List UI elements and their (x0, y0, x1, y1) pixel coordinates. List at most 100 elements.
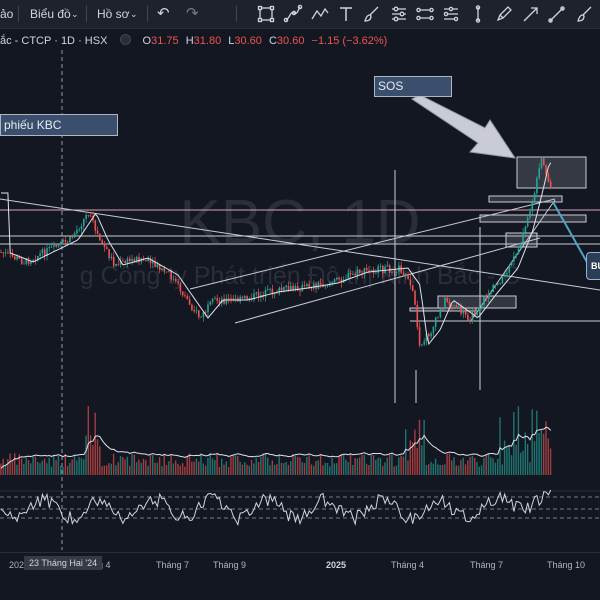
candle-body (492, 285, 494, 293)
candle-body (216, 298, 218, 301)
volume-bar (524, 432, 526, 475)
time-axis[interactable]: 202 g 4 Tháng 7 Tháng 9 2025 Tháng 4 Thá… (0, 552, 600, 577)
rectangle-icon[interactable] (255, 3, 277, 25)
profile-menu-button[interactable]: Hồ sơ (97, 7, 130, 21)
volume-bar (497, 458, 499, 475)
symbol-interval[interactable]: 1D (60, 35, 75, 47)
toolbar-partial-item[interactable]: ảo (0, 7, 14, 21)
brush-icon[interactable] (361, 3, 383, 25)
symbol-name[interactable]: ắc - CTCP (0, 35, 52, 47)
toolbar-separator (236, 6, 237, 22)
sos-arrow-icon[interactable] (411, 94, 517, 159)
volume-bar (175, 460, 177, 475)
volume-bar (283, 463, 285, 475)
high-value: 31.80 (193, 35, 222, 47)
candle-body (340, 279, 343, 283)
channel-upper-line[interactable] (189, 198, 556, 290)
stock-label-box[interactable]: phiếu KBC (0, 114, 118, 136)
volume-bar (517, 406, 520, 475)
text-icon[interactable] (335, 3, 357, 25)
candle-body (460, 306, 462, 314)
candle-body (462, 310, 465, 314)
volume-bar (163, 453, 165, 475)
volume-bar (430, 461, 432, 475)
symbol-info-bar: ắc - CTCP · 1D · HSX O31.75 H31.80 L30.6… (0, 34, 387, 48)
highlighter-icon[interactable] (546, 3, 568, 25)
volume-bar (202, 463, 204, 475)
candle-body (106, 247, 108, 250)
volume-bar (184, 466, 186, 475)
redo-icon[interactable]: ↷ (186, 5, 199, 22)
zone-box[interactable] (488, 195, 563, 203)
candle-body (110, 256, 113, 258)
brush-tool-icon[interactable] (573, 3, 595, 25)
candle-body (520, 243, 522, 249)
measure-icon[interactable] (440, 3, 462, 25)
chart-menu-button[interactable]: Biểu đồ (30, 7, 71, 21)
candle-body (280, 287, 283, 291)
candle-body (531, 202, 534, 212)
candle-body (0, 252, 2, 253)
volume-bar (499, 417, 501, 475)
volume-bar (232, 455, 234, 475)
toolbar-separator (18, 6, 19, 22)
candle-body (391, 271, 393, 273)
profile-menu-chevron-icon[interactable]: ⌄ (130, 9, 138, 19)
volume-bar (71, 459, 73, 475)
zone-box[interactable] (437, 295, 517, 309)
candle-body (455, 305, 458, 309)
market-status-icon (120, 34, 132, 45)
downtrend-line[interactable] (0, 198, 600, 291)
volume-bar (103, 465, 106, 475)
volume-bar (122, 457, 124, 475)
channel-lower-line[interactable] (234, 237, 541, 324)
polyline-icon[interactable] (309, 3, 331, 25)
volume-bar (250, 459, 253, 475)
pencil-icon[interactable] (493, 3, 515, 25)
candle-body (186, 296, 189, 300)
sos-label-box[interactable]: SOS (374, 76, 452, 97)
callout-tag[interactable]: BU (586, 252, 600, 280)
chart-area[interactable]: KBC, 1D g Công ty Phát triển Đô thị Kinh… (0, 50, 600, 550)
callout-line[interactable] (552, 201, 589, 265)
watermark-company: g Công ty Phát triển Đô thị Kinh Bắc - C (80, 261, 521, 290)
candle-body (46, 248, 48, 257)
candle-body (382, 265, 384, 274)
volume-bar (181, 463, 184, 475)
candle-body (230, 298, 232, 300)
volume-bar (168, 461, 170, 475)
volume-bar (138, 459, 140, 475)
arrow-icon[interactable] (520, 3, 542, 25)
time-tick: g 4 (98, 560, 111, 570)
candle-body (69, 236, 71, 243)
candle-body (513, 256, 515, 262)
date-range-icon[interactable] (388, 3, 410, 25)
chart-menu-chevron-icon[interactable]: ⌄ (71, 9, 79, 19)
volume-bar (356, 458, 359, 475)
volume-bar (16, 464, 18, 475)
candle-body (131, 259, 133, 262)
zone-box[interactable] (479, 214, 587, 223)
path-icon[interactable] (282, 3, 304, 25)
volume-bar (43, 458, 46, 475)
volume-bar (262, 453, 264, 475)
volume-bar (131, 454, 133, 475)
candle-body (501, 276, 504, 284)
pin-icon[interactable] (467, 3, 489, 25)
candle-body (80, 226, 83, 230)
volume-bar (414, 429, 416, 475)
price-chart[interactable]: KBC, 1D g Công ty Phát triển Đô thị Kinh… (0, 50, 600, 550)
volume-bar (253, 463, 255, 475)
volume-bar (483, 457, 485, 475)
volume-bar (338, 456, 340, 475)
volume-bar (30, 463, 32, 475)
crosshair-date-label: 23 Tháng Hai '24 (24, 556, 103, 570)
volume-bar (133, 454, 135, 475)
candle-body (172, 278, 175, 280)
volume-bar (513, 412, 515, 475)
undo-icon[interactable]: ↶ (157, 5, 170, 22)
candle-body (211, 299, 214, 302)
volume-bar (540, 429, 543, 475)
price-range-icon[interactable] (414, 3, 436, 25)
candle-body (60, 241, 62, 245)
